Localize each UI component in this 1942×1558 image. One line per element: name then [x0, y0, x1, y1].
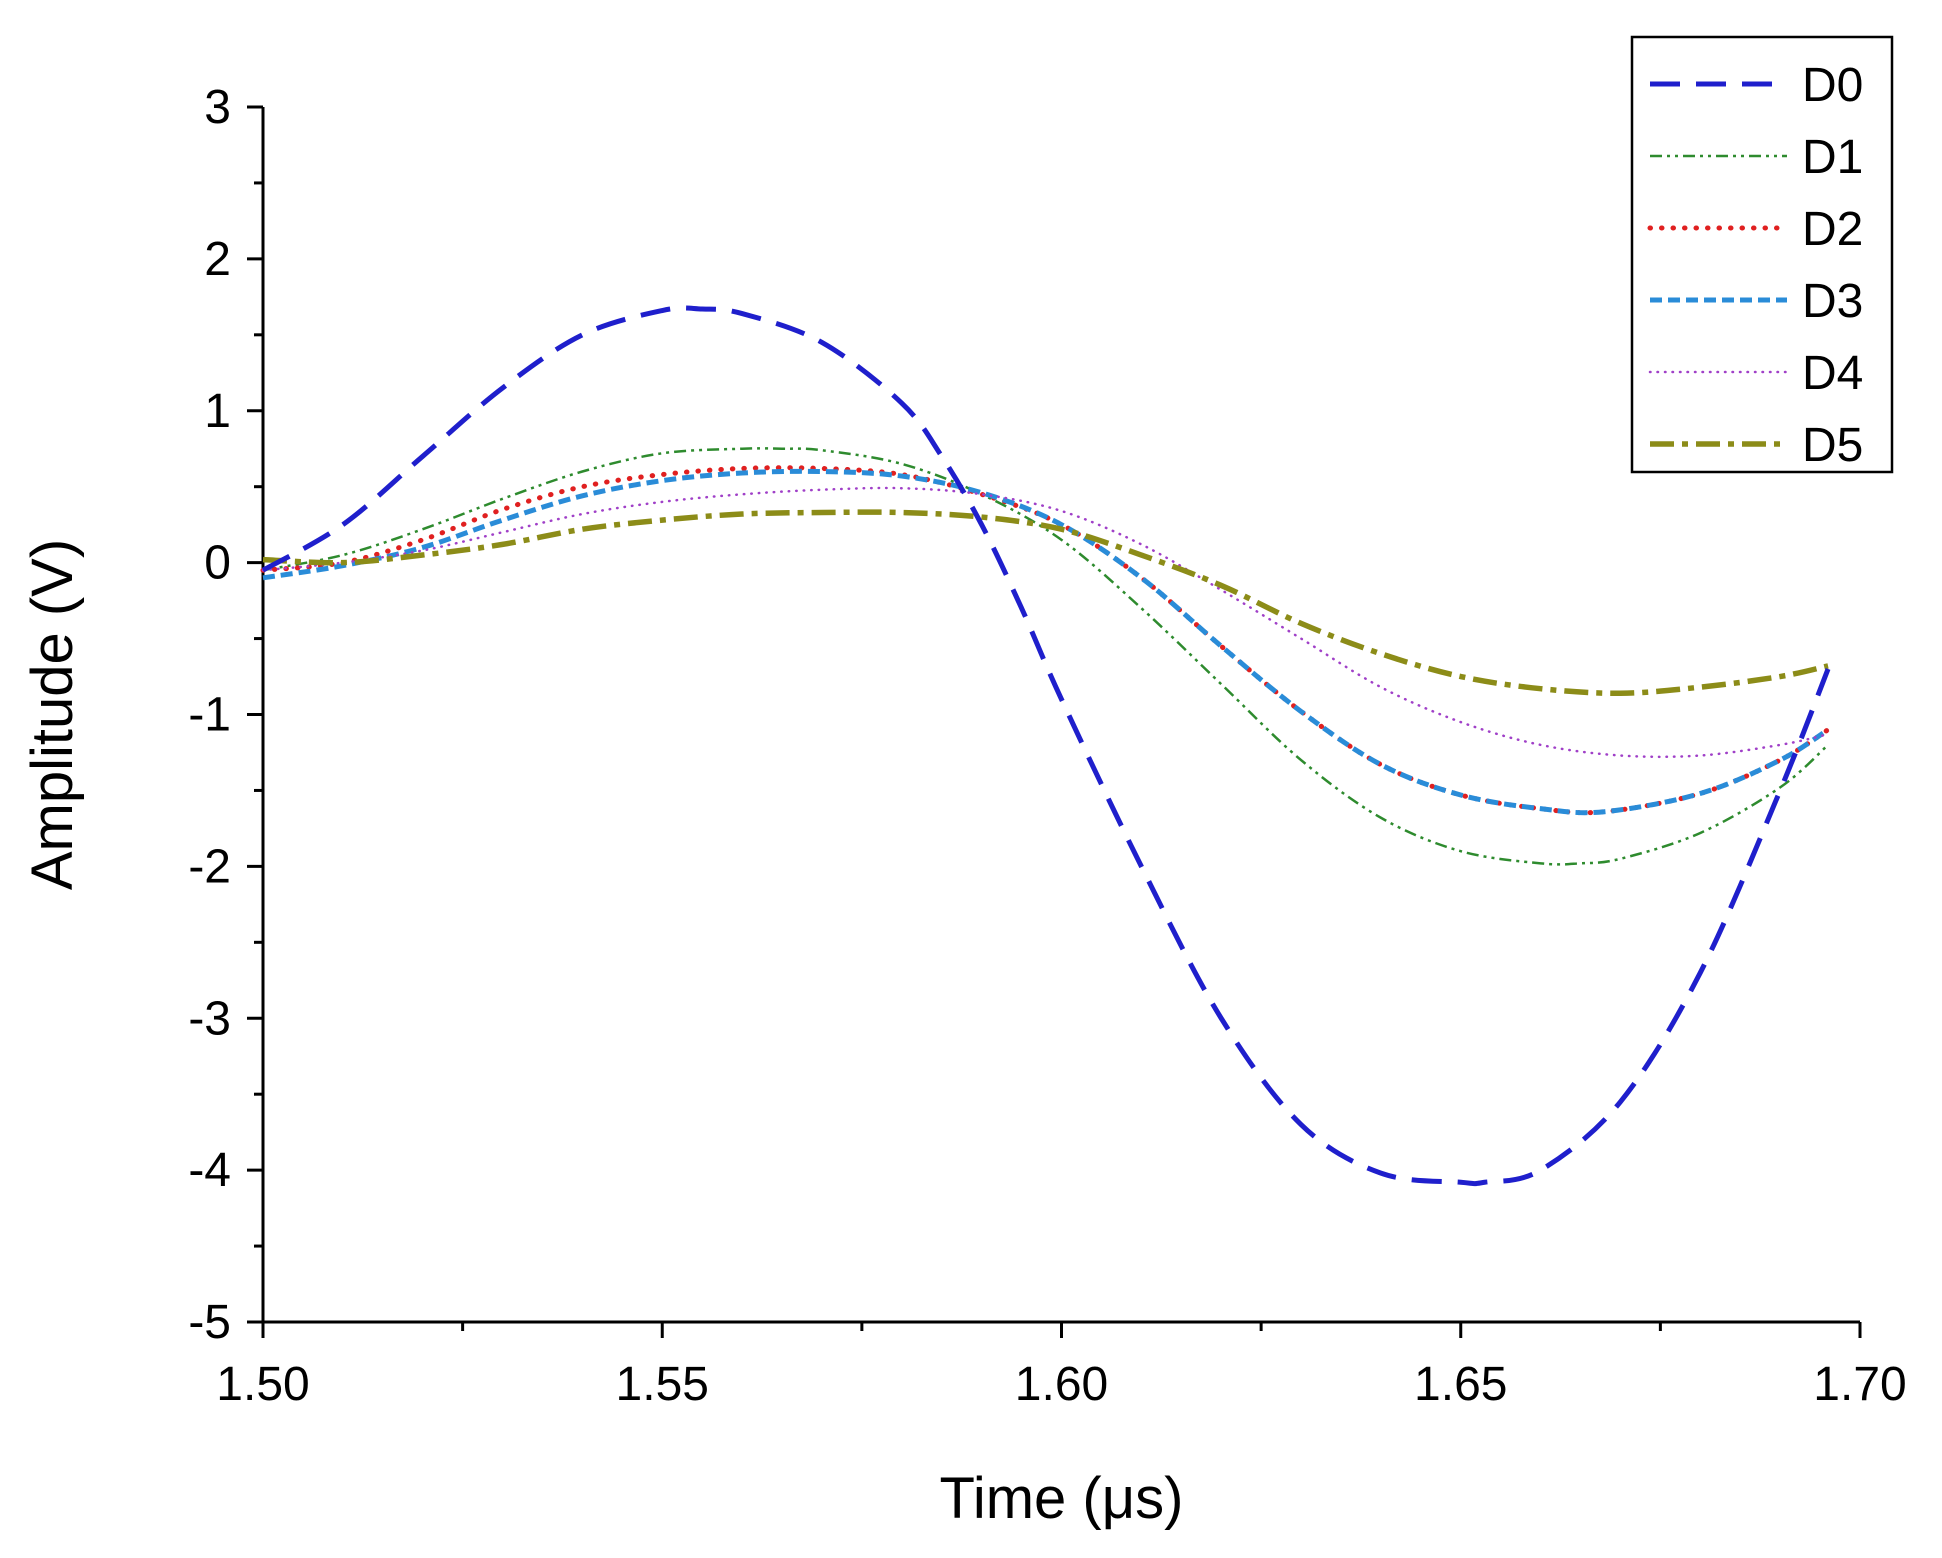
axes: -5 -4 -3 -2 -1 0 1 2 3 1.50 1.55 1.60 1.65 1.70: [188, 81, 1906, 1411]
y-tick-label: -1: [188, 689, 231, 742]
x-tick-label: 1.50: [216, 1358, 309, 1411]
legend-box: [1630, 35, 1894, 474]
axis-labels: Time (μs) Amplitude (V): [20, 539, 1183, 1531]
series-line-d1: [262, 447, 1829, 866]
y-tick-label: 2: [204, 233, 231, 286]
legend-label-d1: D1: [1802, 131, 1863, 184]
y-tick-label: -3: [188, 992, 231, 1045]
x-axis-label: Time (μs): [940, 1466, 1184, 1531]
legend-label-d3: D3: [1802, 275, 1863, 328]
series-line-d4: [261, 486, 1830, 759]
y-tick-label: -5: [188, 1296, 231, 1349]
y-tick-label: 3: [204, 81, 231, 134]
y-tick-label: 1: [204, 385, 231, 438]
series-line-d3: [262, 468, 1830, 816]
x-tick-label: 1.65: [1414, 1358, 1507, 1411]
legend-label-d4: D4: [1802, 347, 1863, 400]
y-axis-label: Amplitude (V): [20, 539, 85, 890]
legend-label-d5: D5: [1802, 419, 1863, 472]
x-tick-label: 1.70: [1813, 1358, 1906, 1411]
legend-label-d0: D0: [1802, 59, 1863, 112]
legend-label-d2: D2: [1802, 203, 1863, 256]
series-line-d5: [262, 509, 1829, 696]
series-line-d0: [261, 305, 1831, 1187]
y-tick-label: -2: [188, 840, 231, 893]
series-lines: [260, 305, 1831, 1187]
x-tick-label: 1.55: [616, 1358, 709, 1411]
legend: D0 D1 D2 D3 D4 D5: [1630, 35, 1894, 474]
y-tick-label: 0: [204, 537, 231, 590]
y-tick-label: -4: [188, 1144, 231, 1197]
x-tick-label: 1.60: [1015, 1358, 1108, 1411]
